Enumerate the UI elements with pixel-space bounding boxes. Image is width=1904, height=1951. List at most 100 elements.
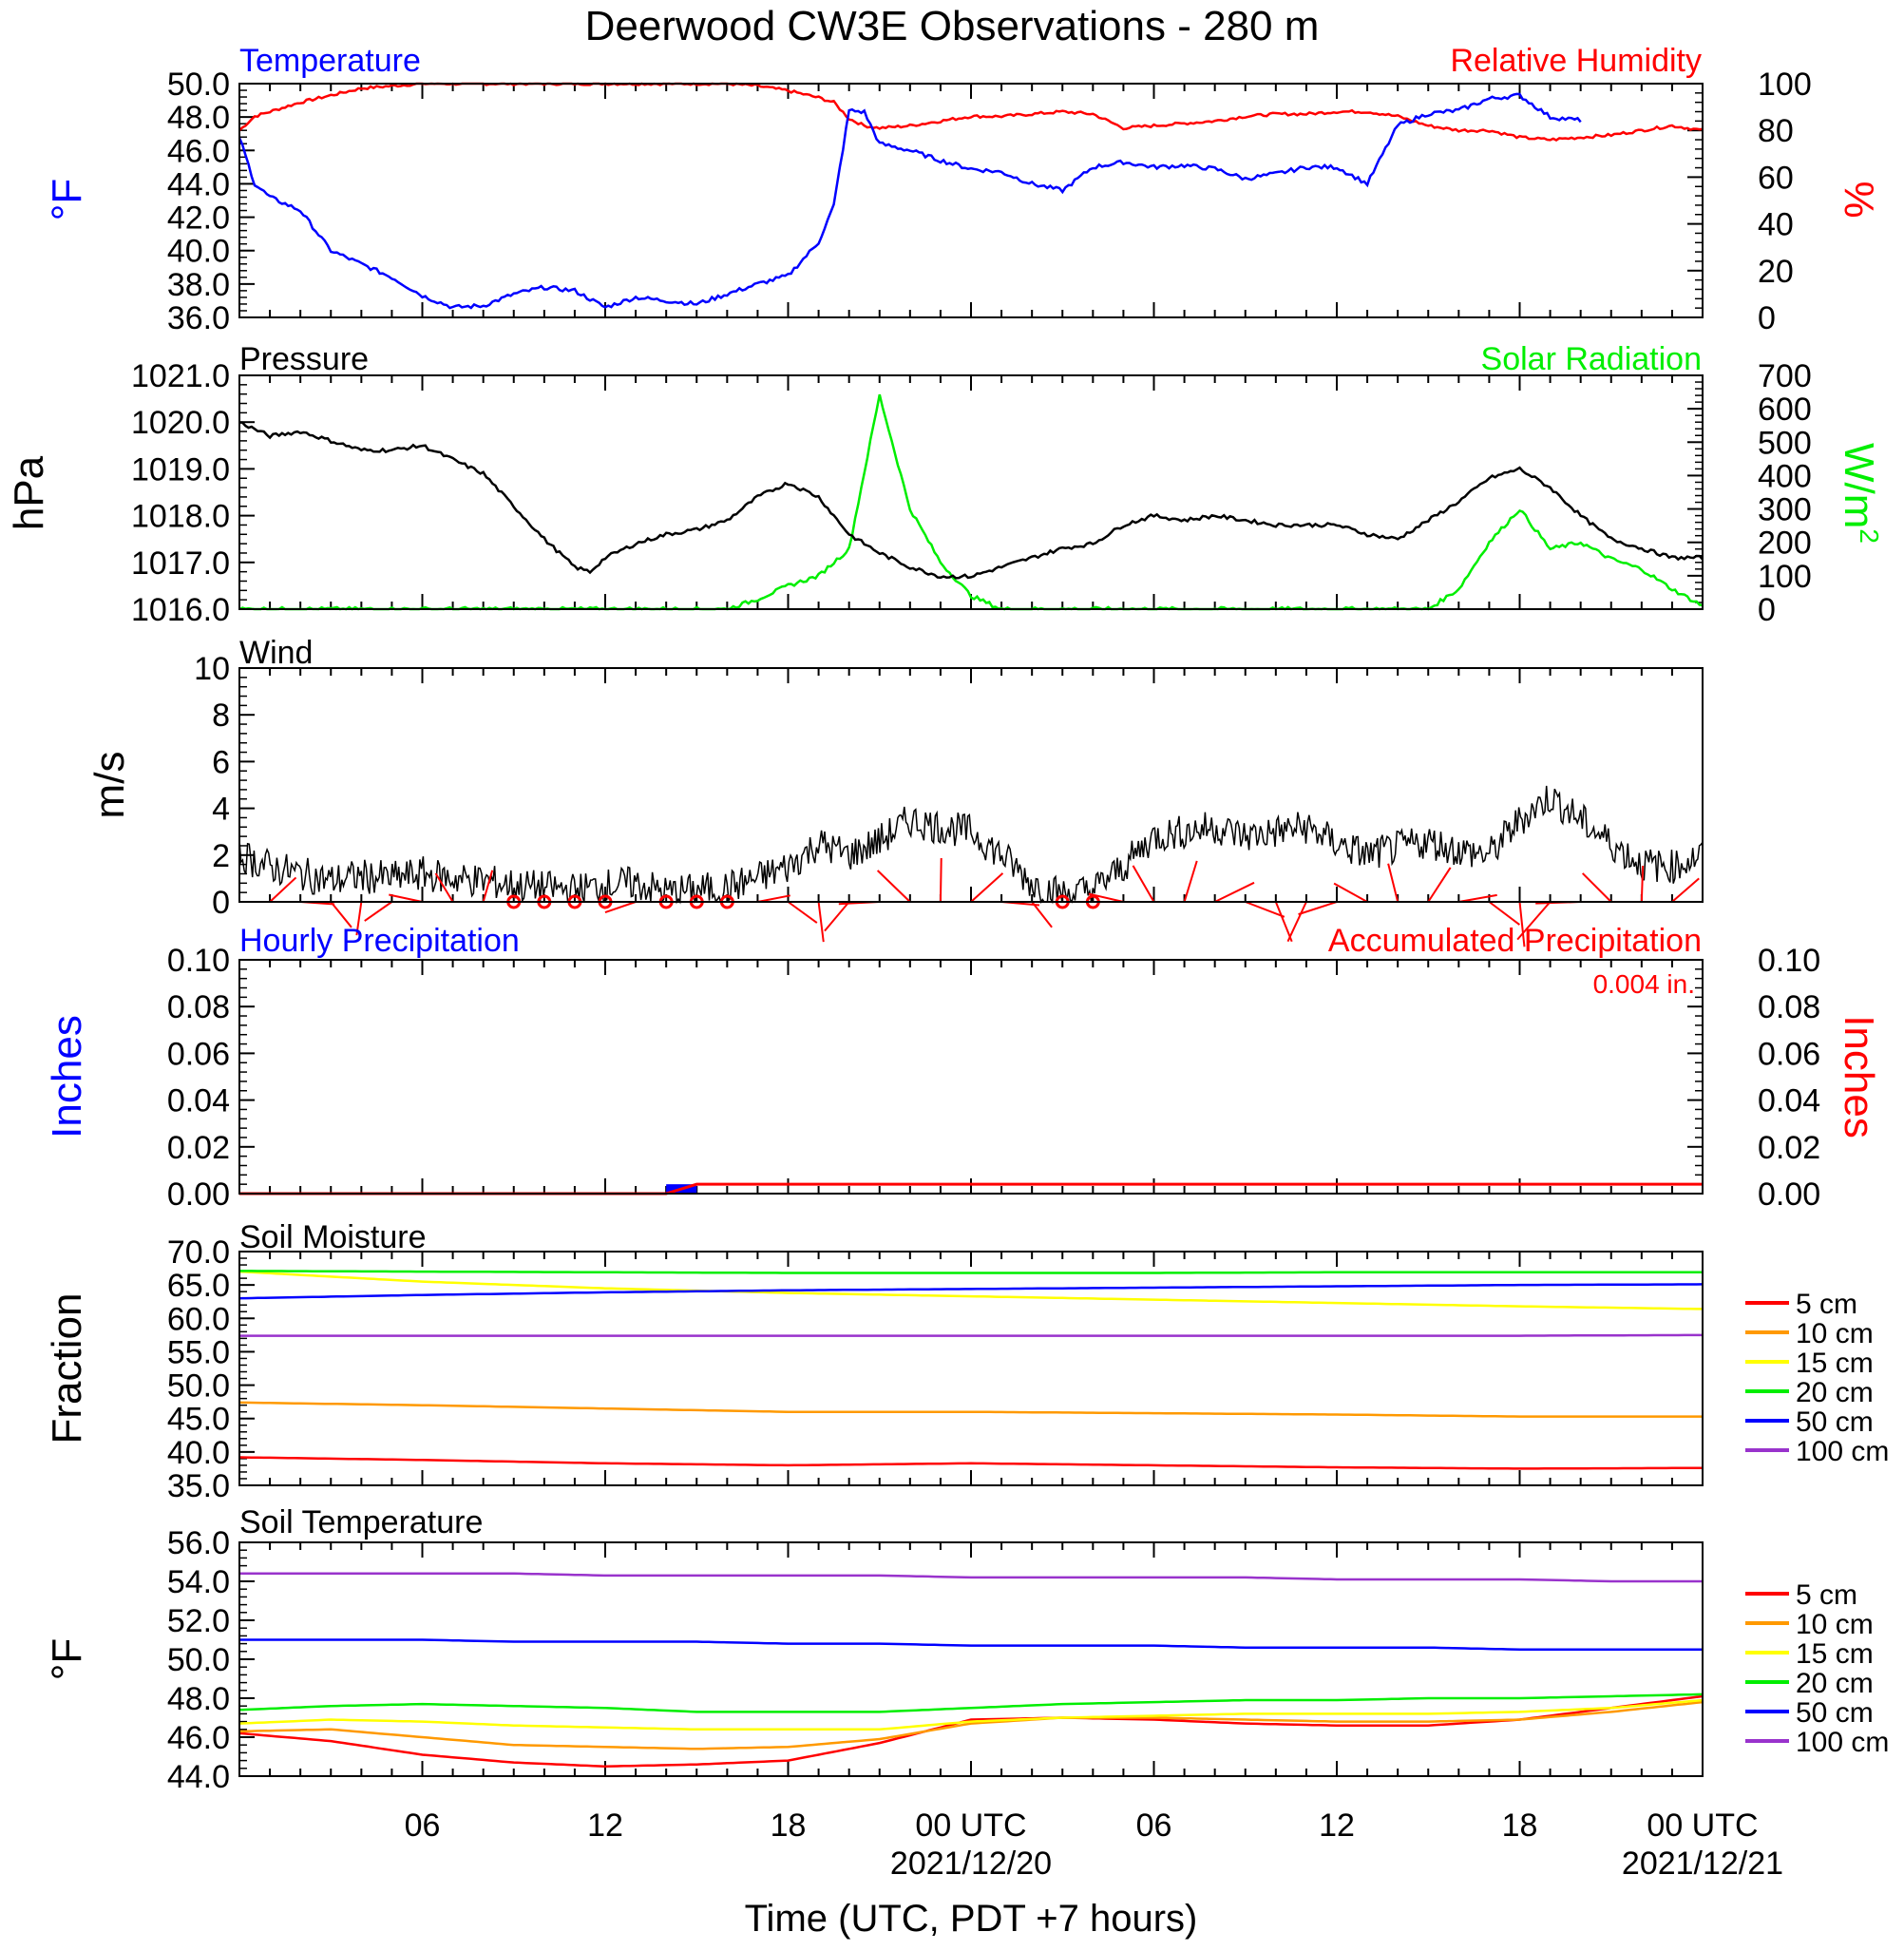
wind-barb	[1671, 877, 1700, 903]
y-tick-label: 200	[1758, 526, 1812, 562]
y-tick-label: 70.0	[167, 1234, 230, 1271]
soil-line-5cm	[238, 1456, 1703, 1470]
y-tick-label: 1016.0	[131, 592, 230, 628]
y-tick-label: 0.06	[1758, 1036, 1820, 1072]
soil-line-100cm	[239, 1572, 1703, 1583]
soil-temp-series	[238, 1572, 1704, 1769]
y-tick-label: 40.0	[167, 1435, 230, 1471]
soil-line-20cm	[238, 1693, 1704, 1713]
y-tick-label: 45.0	[167, 1402, 230, 1438]
x-tick-label: 18	[1502, 1808, 1538, 1844]
x-tick-date-label: 2021/12/21	[1622, 1846, 1783, 1882]
y-tick-label: 6	[212, 744, 230, 780]
panel-temp-rh: Temperature Relative Humidity °F % 36.03…	[44, 43, 1882, 336]
pressure-line	[239, 421, 1704, 580]
soil-line-10cm	[238, 1700, 1704, 1750]
x-tick-label: 06	[1136, 1808, 1172, 1844]
wind-barb	[389, 893, 423, 903]
wind-barb	[355, 901, 363, 936]
wind-barb	[1488, 901, 1520, 926]
x-tick-date-label: 2021/12/20	[890, 1846, 1052, 1882]
legend-label: 5 cm	[1796, 1289, 1857, 1320]
y-tick-label: 20	[1758, 254, 1794, 290]
y-tick-label: 400	[1758, 458, 1812, 494]
soil-line-50cm	[238, 1283, 1704, 1300]
wind-barb	[1031, 901, 1053, 928]
panel3-x-ticks	[269, 668, 1673, 902]
wind-barb	[757, 894, 790, 903]
panel5-x-ticks	[269, 1252, 1673, 1485]
legend-label: 15 cm	[1796, 1348, 1874, 1379]
soil-moisture-series	[238, 1270, 1704, 1470]
soil-line-10cm	[238, 1401, 1703, 1418]
y-tick-label: 0	[212, 885, 230, 921]
y-tick-label: 40.0	[167, 234, 230, 270]
wind-barb	[1427, 867, 1452, 903]
y-tick-label: 500	[1758, 425, 1812, 461]
humidity-unit: %	[1836, 181, 1882, 218]
soil-moisture-title: Soil Moisture	[239, 1219, 427, 1255]
panel6-x-ticks	[269, 1542, 1673, 1776]
y-tick-label: 40	[1758, 207, 1794, 243]
wind-barb	[970, 872, 1004, 903]
solar-title: Solar Radiation	[1481, 341, 1702, 377]
solar-line	[238, 393, 1704, 611]
y-tick-label: 4	[212, 792, 230, 828]
y-tick-label: 0.04	[167, 1083, 230, 1119]
panel-precip: Hourly Precipitation Accumulated Precipi…	[44, 923, 1882, 1213]
panel1-x-ticks	[269, 84, 1673, 317]
wind-barb	[269, 876, 297, 903]
y-tick-label: 0.08	[1758, 989, 1820, 1025]
hourly-precip-axis-ticks: 0.00 0.02 0.04 0.06 0.08 0.10	[167, 943, 255, 1213]
wind-barb	[1088, 892, 1124, 903]
wind-barb	[1333, 882, 1368, 903]
soil-temp-title: Soil Temperature	[239, 1504, 483, 1540]
wind-barb	[1245, 901, 1285, 918]
soil-line-5cm	[238, 1694, 1704, 1769]
x-tick-label: 18	[771, 1808, 807, 1844]
y-tick-label: 65.0	[167, 1268, 230, 1304]
y-tick-label: 0.08	[167, 989, 230, 1025]
y-tick-label: 44.0	[167, 1759, 230, 1795]
hourly-precip-title: Hourly Precipitation	[239, 923, 520, 959]
panel4-frame	[238, 959, 1704, 1195]
wind-barb	[939, 857, 942, 903]
legend-label: 100 cm	[1796, 1727, 1889, 1758]
y-tick-label: 52.0	[167, 1603, 230, 1639]
y-tick-label: 60.0	[167, 1301, 230, 1337]
wind-barb	[1640, 865, 1645, 903]
y-tick-label: 0.00	[167, 1176, 230, 1213]
soil-temp-unit: °F	[44, 1638, 90, 1680]
wind-barb	[1458, 893, 1497, 903]
wind-barb	[876, 870, 911, 903]
soil-line-15cm	[238, 1698, 1704, 1731]
legend-label: 10 cm	[1796, 1609, 1874, 1640]
legend-label: 20 cm	[1796, 1377, 1874, 1408]
y-tick-label: 100	[1758, 67, 1812, 103]
soil-line-50cm	[239, 1638, 1703, 1652]
panel4-x-ticks	[269, 960, 1673, 1194]
precip-total-label: 0.004 in.	[1593, 969, 1695, 999]
wind-title: Wind	[239, 635, 313, 671]
wind-barb	[1581, 872, 1612, 903]
solar-unit-superscript: 2	[1855, 528, 1884, 544]
y-tick-label: 42.0	[167, 201, 230, 237]
legend-label: 50 cm	[1796, 1697, 1874, 1729]
wind-speed-line	[238, 785, 1704, 905]
wind-barb	[1274, 901, 1293, 943]
panel6-frame	[238, 1541, 1704, 1777]
wind-barb	[1286, 901, 1307, 943]
legend-label: 15 cm	[1796, 1638, 1874, 1670]
legend-label: 100 cm	[1796, 1436, 1889, 1467]
solar-unit: W/m2	[1836, 443, 1884, 544]
legend-label: 50 cm	[1796, 1406, 1874, 1438]
wind-barb	[1298, 901, 1338, 916]
hourly-precip-unit: Inches	[44, 1015, 90, 1138]
wind-barb	[1387, 863, 1399, 903]
y-tick-label: 60	[1758, 160, 1794, 196]
pressure-axis-ticks: 1016.0 1017.0 1018.0 1019.0 1020.0 1021.0	[131, 358, 255, 628]
y-tick-label: 50.0	[167, 1642, 230, 1678]
